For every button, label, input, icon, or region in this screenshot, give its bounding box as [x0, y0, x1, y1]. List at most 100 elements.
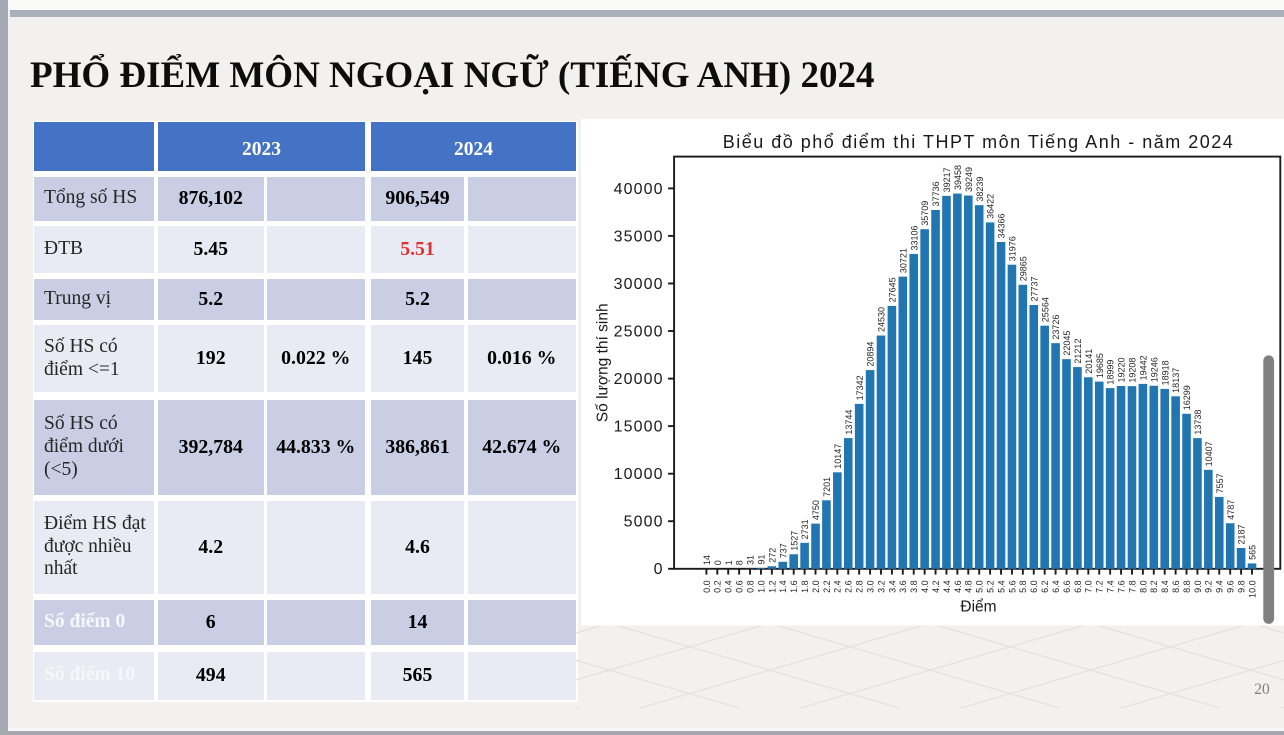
- svg-text:272: 272: [767, 548, 777, 563]
- svg-text:4.4: 4.4: [942, 580, 952, 593]
- svg-text:2.4: 2.4: [833, 580, 843, 593]
- svg-text:3.6: 3.6: [898, 580, 908, 593]
- svg-text:2731: 2731: [800, 519, 810, 539]
- svg-text:7.6: 7.6: [1116, 580, 1126, 593]
- svg-text:0.2: 0.2: [713, 580, 723, 593]
- svg-text:30721: 30721: [898, 248, 908, 273]
- svg-text:4.6: 4.6: [953, 580, 963, 593]
- svg-text:5.8: 5.8: [1018, 580, 1028, 593]
- svg-text:10000: 10000: [614, 466, 664, 483]
- svg-text:3.2: 3.2: [876, 580, 886, 593]
- svg-text:6.8: 6.8: [1073, 580, 1083, 593]
- svg-text:39249: 39249: [964, 167, 974, 192]
- svg-text:0: 0: [713, 560, 723, 565]
- svg-text:39217: 39217: [942, 167, 952, 192]
- svg-text:4787: 4787: [1226, 500, 1236, 520]
- svg-text:4.0: 4.0: [920, 580, 930, 593]
- svg-text:10.0: 10.0: [1247, 580, 1257, 598]
- svg-text:Biểu đồ phổ điểm thi THPT môn: Biểu đồ phổ điểm thi THPT môn Tiếng Anh …: [723, 132, 1235, 152]
- svg-text:8.4: 8.4: [1160, 580, 1170, 593]
- svg-text:5.2: 5.2: [986, 580, 996, 593]
- svg-text:10407: 10407: [1204, 441, 1214, 466]
- svg-text:2.8: 2.8: [855, 580, 865, 593]
- svg-text:9.0: 9.0: [1193, 580, 1203, 593]
- svg-text:21212: 21212: [1073, 339, 1083, 364]
- svg-text:1.6: 1.6: [789, 580, 799, 593]
- svg-text:13744: 13744: [844, 410, 854, 435]
- svg-text:3.8: 3.8: [909, 580, 919, 593]
- svg-text:1527: 1527: [789, 531, 799, 551]
- svg-text:18137: 18137: [1171, 368, 1181, 393]
- svg-text:31976: 31976: [1008, 236, 1018, 261]
- svg-text:9.8: 9.8: [1236, 580, 1246, 593]
- svg-text:24530: 24530: [877, 307, 887, 332]
- svg-text:35000: 35000: [614, 228, 664, 245]
- svg-text:0.4: 0.4: [724, 580, 734, 593]
- svg-text:36422: 36422: [986, 194, 996, 219]
- svg-text:4.8: 4.8: [964, 580, 974, 593]
- svg-text:7557: 7557: [1215, 473, 1225, 493]
- svg-text:5.6: 5.6: [1007, 580, 1017, 593]
- svg-text:737: 737: [778, 543, 788, 558]
- svg-text:13738: 13738: [1193, 410, 1203, 435]
- svg-text:9.2: 9.2: [1204, 580, 1214, 593]
- svg-text:1.4: 1.4: [778, 580, 788, 593]
- svg-text:1: 1: [724, 560, 734, 565]
- svg-text:5000: 5000: [624, 514, 664, 531]
- svg-text:15000: 15000: [614, 419, 664, 436]
- svg-text:5.0: 5.0: [975, 580, 985, 593]
- svg-text:0: 0: [654, 561, 664, 578]
- svg-text:6.6: 6.6: [1062, 580, 1072, 593]
- svg-text:7.8: 7.8: [1127, 580, 1137, 593]
- svg-text:Điểm: Điểm: [960, 599, 996, 616]
- svg-text:7.0: 7.0: [1084, 580, 1094, 593]
- svg-text:37736: 37736: [931, 181, 941, 206]
- svg-text:19246: 19246: [1149, 357, 1159, 382]
- svg-text:3.4: 3.4: [887, 580, 897, 593]
- svg-text:10147: 10147: [833, 444, 843, 469]
- svg-text:19442: 19442: [1138, 355, 1148, 380]
- svg-text:22045: 22045: [1062, 331, 1072, 356]
- svg-text:18918: 18918: [1160, 360, 1170, 385]
- svg-text:6.0: 6.0: [1029, 580, 1039, 593]
- svg-text:7201: 7201: [822, 477, 832, 497]
- svg-text:16299: 16299: [1182, 385, 1192, 410]
- svg-text:9.4: 9.4: [1215, 580, 1225, 593]
- svg-text:14: 14: [702, 555, 712, 565]
- svg-text:29865: 29865: [1018, 256, 1028, 281]
- svg-text:30000: 30000: [614, 276, 664, 293]
- svg-text:0.6: 0.6: [735, 580, 745, 593]
- svg-text:18999: 18999: [1106, 360, 1116, 385]
- svg-text:8.6: 8.6: [1171, 580, 1181, 593]
- svg-text:9.6: 9.6: [1226, 580, 1236, 593]
- svg-text:27737: 27737: [1029, 276, 1039, 301]
- svg-text:Số lượng thí sinh: Số lượng thí sinh: [595, 303, 612, 422]
- svg-text:7.4: 7.4: [1106, 580, 1116, 593]
- svg-text:39458: 39458: [953, 165, 963, 190]
- svg-text:20000: 20000: [614, 371, 664, 388]
- svg-text:8.2: 8.2: [1149, 580, 1159, 593]
- svg-text:38239: 38239: [975, 177, 985, 202]
- svg-text:34366: 34366: [997, 213, 1007, 238]
- svg-text:8: 8: [735, 560, 745, 565]
- svg-text:40000: 40000: [614, 181, 664, 198]
- svg-text:23726: 23726: [1051, 315, 1061, 340]
- svg-text:4.2: 4.2: [931, 580, 941, 593]
- svg-text:7.2: 7.2: [1095, 580, 1105, 593]
- svg-text:1.8: 1.8: [800, 580, 810, 593]
- svg-text:20894: 20894: [866, 342, 876, 367]
- svg-text:25564: 25564: [1040, 297, 1050, 322]
- svg-text:2.6: 2.6: [844, 580, 854, 593]
- svg-text:1.2: 1.2: [767, 580, 777, 593]
- svg-text:27645: 27645: [888, 277, 898, 302]
- svg-text:4750: 4750: [811, 500, 821, 520]
- svg-text:6.2: 6.2: [1040, 580, 1050, 593]
- svg-text:1.0: 1.0: [756, 580, 766, 593]
- svg-text:8.0: 8.0: [1138, 580, 1148, 593]
- svg-text:25000: 25000: [614, 323, 664, 340]
- svg-text:0.8: 0.8: [745, 580, 755, 593]
- svg-text:565: 565: [1248, 545, 1258, 560]
- svg-text:6.4: 6.4: [1051, 580, 1061, 593]
- svg-text:2.0: 2.0: [811, 580, 821, 593]
- svg-text:91: 91: [757, 554, 767, 564]
